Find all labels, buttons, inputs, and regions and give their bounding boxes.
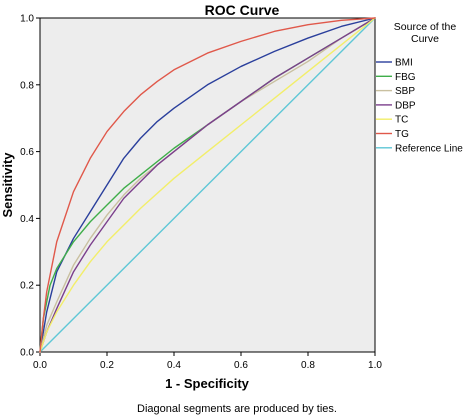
legend-items: BMI FBG SBP DBP TC TG Reference Line xyxy=(376,58,463,154)
series-line-sbp xyxy=(39,17,376,353)
series-line-reference-line xyxy=(39,17,376,353)
x-axis-ticks: 0.0 0.2 0.4 0.6 0.8 1.0 xyxy=(33,352,382,371)
y-tick-label: 0.8 xyxy=(20,80,34,91)
x-tick-label: 1.0 xyxy=(368,360,382,371)
legend-label: BMI xyxy=(395,58,413,69)
y-tick-label: 0.0 xyxy=(20,348,34,359)
chart-title: ROC Curve xyxy=(205,2,280,18)
series-line-tc xyxy=(39,17,376,353)
legend: Source of the Curve BMI FBG SBP DBP TC TG Refer… xyxy=(376,21,463,154)
x-axis-label: 1 - Specificity xyxy=(165,376,250,391)
y-tick-label: 0.6 xyxy=(20,147,34,158)
legend-label: TG xyxy=(395,129,409,140)
y-axis-ticks: 0.0 0.2 0.4 0.6 0.8 1.0 xyxy=(20,14,40,359)
x-tick-label: 0.4 xyxy=(167,360,181,371)
legend-label: Reference Line xyxy=(395,143,463,154)
series-line-tg xyxy=(39,17,376,353)
x-tick-label: 0.0 xyxy=(33,360,47,371)
y-tick-label: 1.0 xyxy=(20,14,34,25)
x-tick-label: 0.8 xyxy=(301,360,315,371)
legend-title: Source of the Curve xyxy=(394,21,457,45)
y-tick-label: 0.2 xyxy=(20,281,34,292)
footnote: Diagonal segments are produced by ties. xyxy=(137,403,337,415)
legend-label: DBP xyxy=(395,100,416,111)
legend-label: FBG xyxy=(395,72,416,83)
legend-label: SBP xyxy=(395,86,415,97)
y-tick-label: 0.4 xyxy=(20,214,34,225)
legend-label: TC xyxy=(395,115,408,126)
series-layer xyxy=(39,17,376,353)
x-tick-label: 0.6 xyxy=(234,360,248,371)
y-axis-label: Sensitivity xyxy=(0,152,15,218)
x-tick-label: 0.2 xyxy=(100,360,114,371)
series-line-dbp xyxy=(39,17,376,353)
